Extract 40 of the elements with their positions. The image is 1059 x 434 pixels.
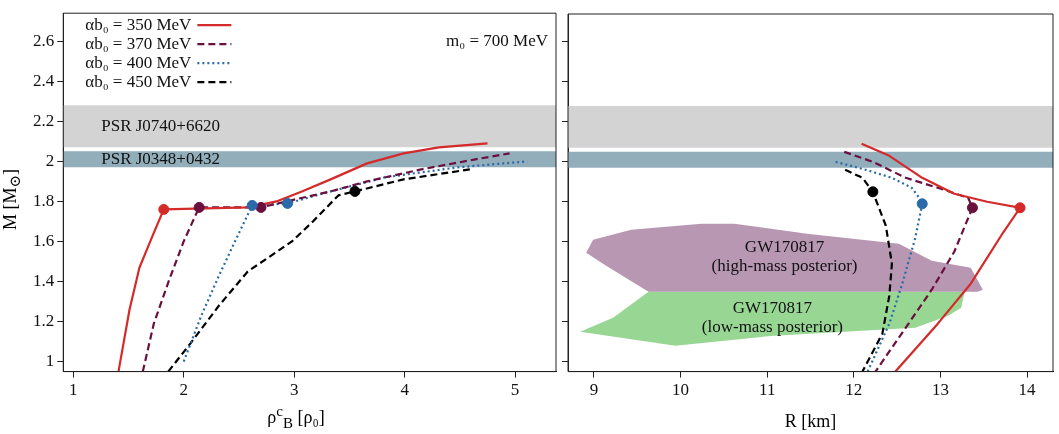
annotation: GW170817 (744, 237, 825, 257)
point (246, 199, 258, 211)
x-tick-label: 2 (179, 380, 188, 400)
annotation: (low-mass posterior) (701, 317, 843, 337)
y-tick-label: 1.2 (33, 311, 55, 331)
y-tick-label: 1.6 (33, 230, 55, 250)
x-tick-label: 12 (845, 380, 863, 400)
annotation: (high-mass posterior) (711, 256, 858, 276)
x-tick-label: 5 (510, 380, 520, 400)
x-tick-label: 14 (1018, 380, 1037, 400)
x-tick-label: 4 (400, 380, 410, 400)
point (255, 201, 267, 213)
x-tick-label: 13 (931, 380, 949, 400)
point (158, 203, 170, 215)
band-label: PSR J0348+0432 (101, 148, 220, 168)
y-tick-label: 2.2 (33, 110, 55, 130)
y-tick-label: 1 (45, 351, 55, 371)
band-label: PSR J0740+6620 (101, 115, 220, 135)
legend-label: αb₀ = 400 MeV (85, 52, 193, 72)
legend-label: αb₀ = 450 MeV (85, 71, 193, 91)
y-tick-label: 2.4 (33, 70, 55, 90)
point (193, 201, 205, 213)
x-axis-title: R [km] (783, 411, 838, 432)
y-tick-label: 2 (45, 150, 55, 170)
x-axis-title: ρ$^{c}$$_{B}$ [ρ₀] (266, 403, 326, 432)
annotation: m₀ = 700 MeV (446, 30, 549, 50)
legend-label: αb₀ = 370 MeV (85, 33, 193, 53)
y-tick-label: 2.6 (33, 30, 55, 50)
x-tick-label: 11 (759, 380, 776, 400)
x-tick-label: 3 (289, 380, 299, 400)
point (349, 185, 361, 197)
x-tick-label: 10 (672, 380, 690, 400)
legend-label: αb₀ = 350 MeV (85, 14, 193, 34)
annotation: GW170817 (732, 298, 813, 318)
x-tick-label: 9 (589, 380, 599, 400)
line-series (167, 168, 471, 372)
x-tick-label: 1 (68, 380, 78, 400)
y-tick-label: 1.4 (33, 270, 55, 290)
y-tick-label: 1.8 (33, 190, 55, 210)
point (282, 197, 294, 209)
